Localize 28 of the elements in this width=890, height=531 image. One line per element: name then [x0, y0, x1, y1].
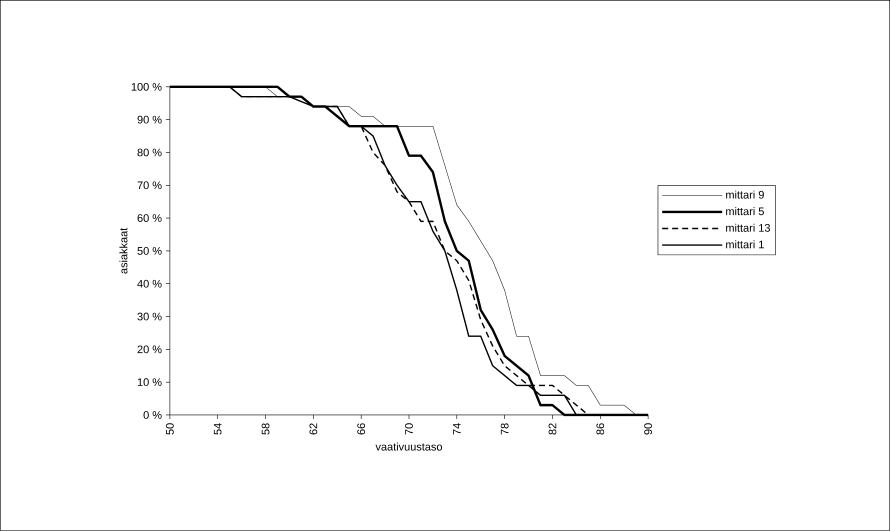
text: mittari 13 — [726, 224, 770, 232]
y-tick-label: 50 % — [137, 247, 162, 255]
x-tick-label: 82 — [548, 423, 556, 435]
x-axis-title: vaativuustaso — [376, 442, 442, 451]
x-tick-label: 54 — [214, 423, 222, 435]
x-tick-label: 50 — [166, 423, 174, 435]
y-tick-label: 40 % — [137, 280, 162, 288]
text: mittari 9 — [726, 190, 764, 199]
x-tick-label: 70 — [405, 423, 413, 435]
y-tick-label: 30 % — [137, 312, 162, 320]
x-tick-label: 74 — [453, 423, 461, 435]
y-tick-label: 90 % — [138, 116, 162, 124]
x-tick-label: 58 — [262, 423, 270, 435]
y-tick-label: 60 % — [138, 214, 162, 222]
x-tick-label: 86 — [596, 423, 604, 435]
text: mittari 1 — [726, 240, 764, 248]
y-tick-label: 10 % — [138, 378, 162, 386]
y-axis-title: asiakkaat — [119, 228, 128, 274]
y-tick-label: 100 % — [132, 83, 162, 91]
y-tick-label: 0 % — [144, 411, 162, 419]
x-tick-label: 66 — [357, 423, 366, 435]
x-tick-label: 90 — [644, 423, 652, 435]
y-tick-label: 70 % — [138, 181, 162, 190]
y-tick-label: 80 % — [138, 148, 162, 156]
text: mittari 5 — [726, 207, 764, 216]
x-tick-label: 78 — [500, 423, 509, 435]
x-tick-label: 62 — [309, 423, 318, 435]
y-tick-label: 20 % — [138, 346, 162, 354]
